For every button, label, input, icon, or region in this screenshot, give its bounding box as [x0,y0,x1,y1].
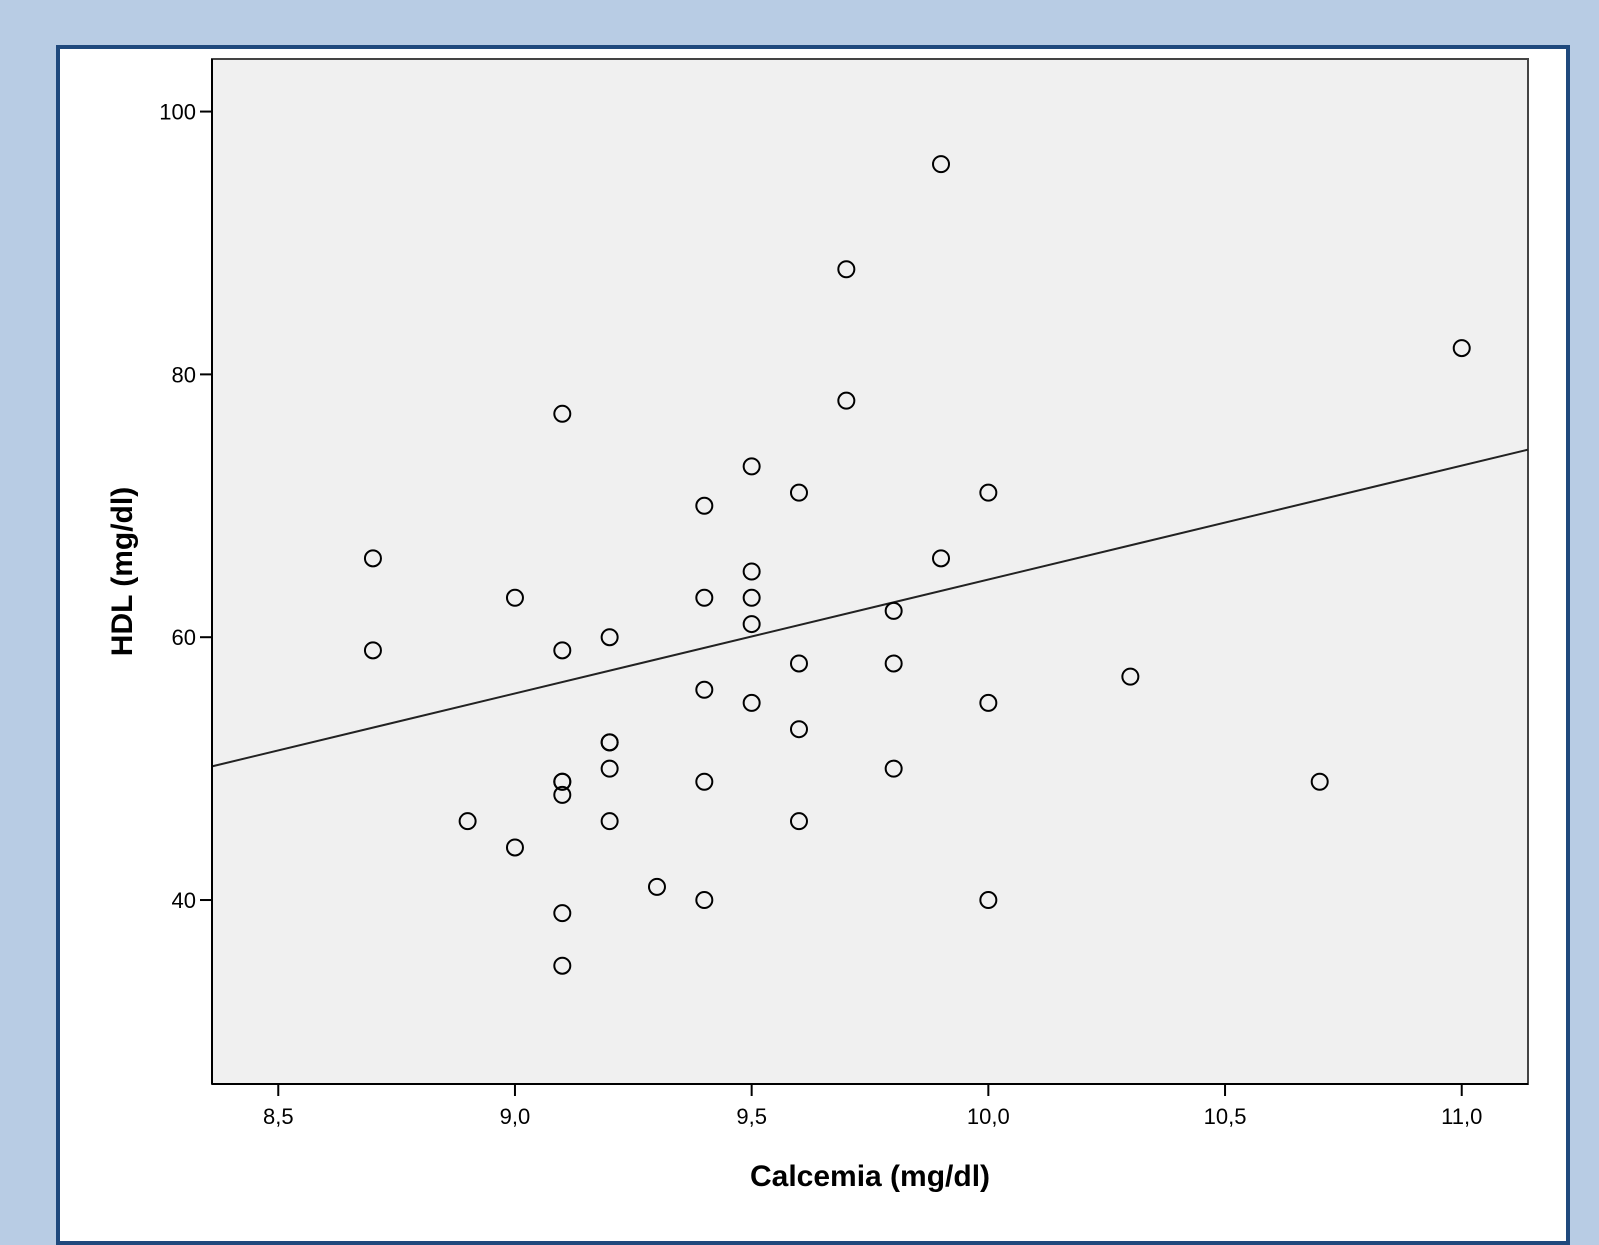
x-tick-label: 10,5 [1204,1104,1247,1129]
data-point [505,588,524,607]
data-point [884,759,903,778]
y-tick-label: 80 [172,362,196,387]
data-point [647,877,666,896]
data-point [742,693,761,712]
data-point [789,654,808,673]
y-axis-title: HDL (mg/dl) [106,487,139,656]
data-point [695,772,714,791]
y-tick-label: 60 [172,625,196,650]
data-point [742,457,761,476]
data-point [1452,339,1471,358]
scatter-chart: 8,5 9,0 9,5 10,0 10,5 11,0 40 60 80 100 Calcemia… [106,58,1529,1193]
data-point [695,680,714,699]
x-tick-label: 10,0 [967,1104,1010,1129]
data-point [1121,667,1140,686]
data-point [789,812,808,831]
data-point [742,588,761,607]
data-point [600,628,619,647]
data-point [789,720,808,739]
data-point [979,891,998,910]
data-point [695,496,714,515]
plot-area [211,58,1529,1085]
data-point [553,956,572,975]
data-point [932,155,951,174]
data-point [884,601,903,620]
data-point [553,772,572,791]
data-point [458,812,477,831]
data-point [837,260,856,279]
data-point [363,641,382,660]
data-point [600,759,619,778]
data-point [363,549,382,568]
y-tick-label: 100 [159,100,196,125]
data-point [1310,772,1329,791]
data-point [695,891,714,910]
x-axis: 8,5 9,0 9,5 10,0 10,5 11,0 [212,1083,1528,1129]
data-point [600,812,619,831]
x-tick-label: 8,5 [263,1104,294,1129]
x-tick-label: 11,0 [1441,1104,1482,1129]
data-point [553,404,572,423]
data-point [789,483,808,502]
data-point [553,785,572,804]
data-point [884,654,903,673]
x-axis-title: Calcemia (mg/dl) [750,1160,990,1193]
x-tick-label: 9,5 [736,1104,767,1129]
data-point [979,483,998,502]
data-point [553,904,572,923]
y-axis: 40 60 80 100 [159,59,213,1084]
data-point [505,838,524,857]
x-tick-label: 9,0 [500,1104,531,1129]
data-point [742,615,761,634]
data-point [553,641,572,660]
data-point [695,588,714,607]
data-point [837,391,856,410]
y-tick-label: 40 [172,888,196,913]
data-point [600,733,619,752]
data-point [742,562,761,581]
data-point [932,549,951,568]
regression-line [211,448,1529,768]
chart-frame: 8,5 9,0 9,5 10,0 10,5 11,0 40 60 80 100 Calcemia… [56,45,1570,1245]
data-point [979,693,998,712]
